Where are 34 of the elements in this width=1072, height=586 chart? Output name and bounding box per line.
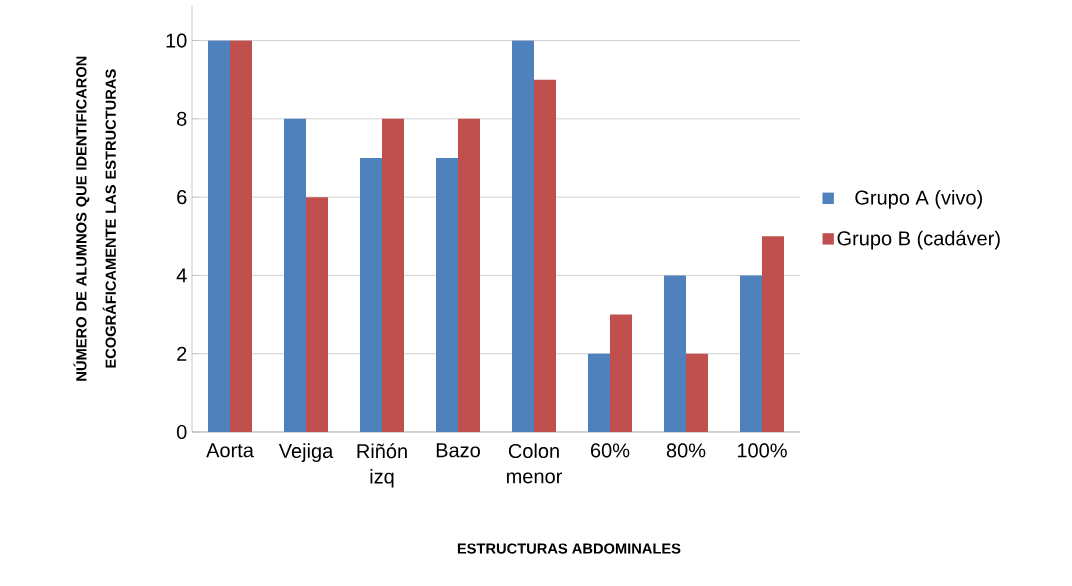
bar (664, 275, 686, 432)
x-tick-label: Bazo (436, 443, 480, 458)
bar (587, 353, 610, 432)
x-axis-title: ESTRUCTURAS ABDOMINALES (457, 543, 681, 554)
bar (306, 197, 329, 432)
y-tick-label: 10 (166, 33, 187, 48)
x-tick-label: Riñón izq (357, 443, 407, 488)
x-tick-label: Aorta (206, 443, 254, 458)
x-tick-label: Colon menor (506, 443, 562, 484)
bar (739, 275, 762, 432)
x-tick-label: 100% (737, 443, 787, 458)
legend-label: Grupo A (vivo) (855, 190, 982, 209)
x-tick-label: 60% (591, 443, 630, 458)
legend-label: Grupo B (cadáver) (837, 230, 1000, 250)
y-axis-title: NÚMERO DE ALUMNOS QUE IDENTIFICARON ECOGRÁFICAMENTE LAS ESTRUCTURAS (73, 56, 116, 381)
y-tick-label: 4 (176, 268, 187, 283)
y-tick-label: 8 (177, 111, 187, 126)
bar (512, 40, 534, 432)
y-tick-label: 2 (177, 346, 187, 361)
y-tick-label: 0 (176, 424, 187, 440)
bar (360, 157, 382, 432)
bar (610, 314, 632, 432)
bar (382, 118, 404, 432)
x-tick-label: 80% (666, 443, 706, 458)
bar (208, 40, 231, 432)
x-tick-label: Vejiga (278, 443, 334, 462)
bar (458, 118, 480, 432)
bar (230, 40, 253, 432)
bar (761, 236, 784, 432)
bar (436, 157, 458, 432)
bar (284, 118, 307, 432)
bar (685, 353, 708, 432)
bar (534, 79, 556, 432)
y-tick-label: 6 (177, 190, 187, 205)
